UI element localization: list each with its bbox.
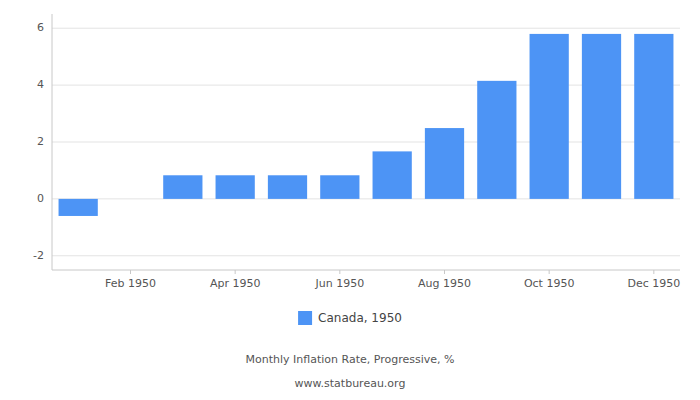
subtitle: Monthly Inflation Rate, Progressive, % <box>246 353 455 366</box>
background <box>0 0 700 400</box>
y-tick-label: 4 <box>37 78 44 91</box>
y-grid <box>52 28 680 256</box>
bar <box>268 175 307 199</box>
chart-svg: -2 0 2 4 6 Feb 1950 Apr 1950 Jun 1950 Aug 1950 Oc… <box>0 0 700 400</box>
bar <box>634 34 673 199</box>
x-tick <box>549 270 550 274</box>
x-tick <box>235 270 236 274</box>
legend-swatch <box>298 311 312 325</box>
y-tick-label: 0 <box>37 192 44 205</box>
x-tick-label: Feb 1950 <box>105 277 156 290</box>
bar <box>163 175 202 199</box>
x-tick-label: Apr 1950 <box>210 277 261 290</box>
bar <box>59 199 98 216</box>
x-tick <box>339 270 340 274</box>
chart-container: -2 0 2 4 6 Feb 1950 Apr 1950 Jun 1950 Aug 1950 Oc… <box>0 0 700 400</box>
y-axis-line <box>52 14 53 270</box>
annotation: www.statbureau.org <box>295 377 406 390</box>
x-tick <box>444 270 445 274</box>
x-tick <box>130 270 131 274</box>
grid-line <box>52 255 680 256</box>
bars <box>59 34 674 216</box>
y-tick-label: -2 <box>33 249 44 262</box>
x-ticks: Feb 1950 Apr 1950 Jun 1950 Aug 1950 Oct 1950… <box>105 270 680 290</box>
bar <box>425 128 464 199</box>
grid-line <box>52 28 680 29</box>
x-tick-label: Oct 1950 <box>524 277 575 290</box>
bar <box>582 34 621 199</box>
x-tick <box>653 270 654 274</box>
x-tick-label: Jun 1950 <box>314 277 364 290</box>
x-axis-line <box>52 270 680 271</box>
bar <box>373 151 412 199</box>
x-tick-label: Dec 1950 <box>627 277 680 290</box>
bar <box>530 34 569 199</box>
y-tick-label: 6 <box>37 21 44 34</box>
y-tick-label: 2 <box>37 135 44 148</box>
bar <box>216 175 255 199</box>
y-tick-labels: -2 0 2 4 6 <box>33 21 44 262</box>
x-tick-label: Aug 1950 <box>418 277 471 290</box>
legend-label: Canada, 1950 <box>318 311 402 325</box>
bar <box>477 81 516 199</box>
bar <box>320 175 359 199</box>
legend: Canada, 1950 <box>298 311 402 326</box>
